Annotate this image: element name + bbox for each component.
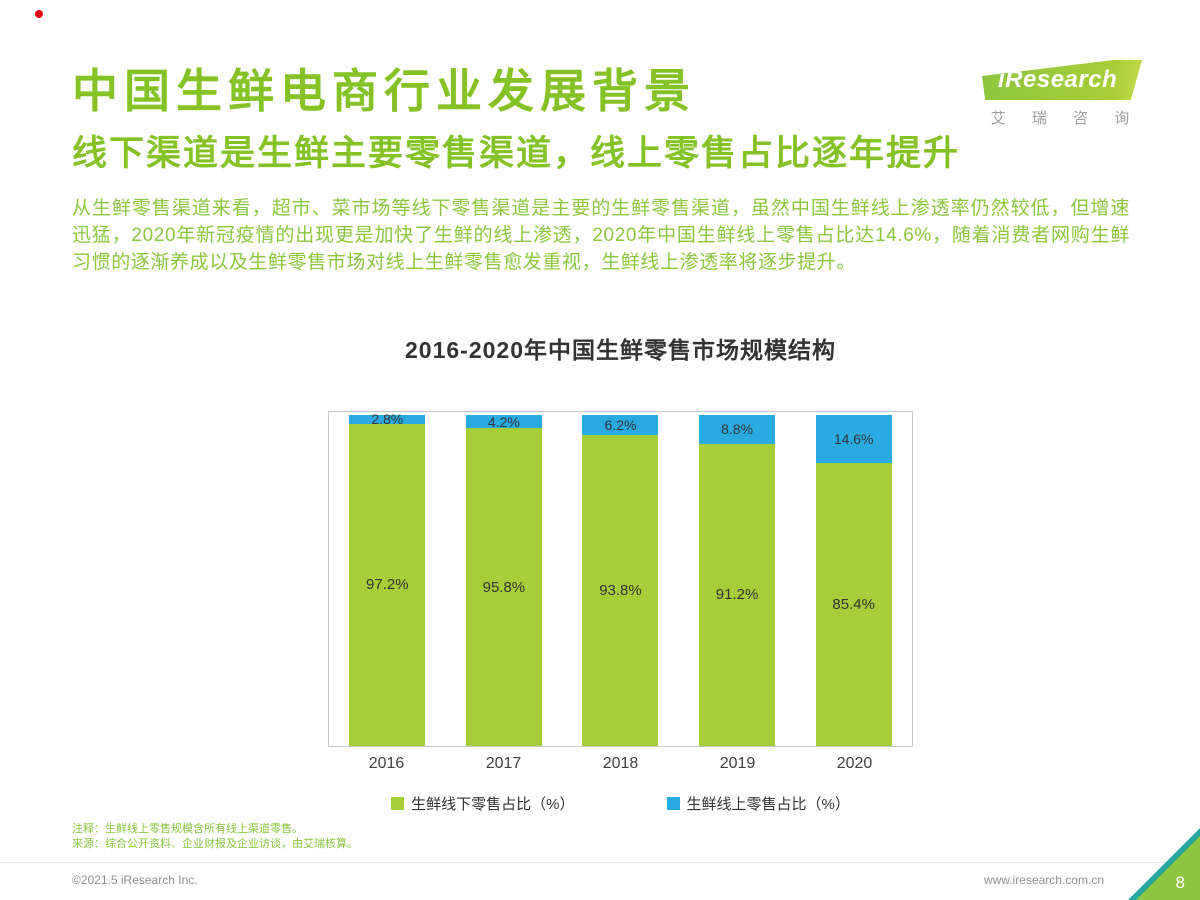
footnotes: 注释：生鲜线上零售规模含所有线上渠道零售。 来源：综合公开资料、企业财报及企业访… — [72, 822, 358, 852]
bar-value-label: 4.2% — [487, 413, 520, 430]
chart-legend: 生鲜线下零售占比（%） 生鲜线上零售占比（%） — [328, 793, 913, 814]
chart: 2016-2020年中国生鲜零售市场规模结构 2.8% 97.2% 4.2% 95.8… — [328, 331, 913, 814]
legend-swatch — [391, 796, 405, 810]
legend-item: 生鲜线下零售占比（%） — [391, 793, 575, 814]
seg-online-segment: 6.2% — [582, 414, 659, 436]
footnote-source: 来源：综合公开资料、企业财报及企业访谈，由艾瑞核算。 — [72, 838, 358, 850]
legend-swatch — [666, 796, 680, 810]
bar-2016: 2.8% 97.2% — [329, 411, 446, 746]
seg-offline-segment: 93.8% — [582, 435, 659, 746]
x-axis-label: 2016 — [368, 754, 405, 772]
x-axis-label: 2017 — [485, 754, 522, 772]
legend-label: 生鲜线下零售占比（%） — [411, 795, 575, 813]
bar-2020: 14.6% 85.4% — [795, 412, 912, 746]
bar-2017: 4.2% 95.8% — [446, 412, 563, 746]
page-subtitle: 线下渠道是生鲜主要零售渠道，线上零售占比逐年提升 — [72, 133, 961, 173]
footer-divider — [0, 862, 1200, 863]
legend-label: 生鲜线上零售占比（%） — [686, 795, 850, 813]
iresearch-logo-banner: iResearch — [982, 60, 1142, 100]
seg-offline-segment: 97.2% — [349, 423, 426, 746]
bar-value-label: 95.8% — [482, 578, 526, 596]
footnote-annotation: 注释：生鲜线上零售规模含所有线上渠道零售。 — [72, 823, 303, 835]
seg-offline-segment: 85.4% — [815, 462, 892, 746]
footer-copyright: ©2021.5 iResearch Inc. — [72, 873, 198, 887]
body-paragraph: 从生鲜零售渠道来看，超市、菜市场等线下零售渠道是主要的生鲜零售渠道，虽然中国生鲜… — [72, 197, 1130, 273]
seg-online-segment: 2.8% — [349, 411, 426, 427]
x-axis-label: 2019 — [719, 754, 756, 772]
seg-online-segment: 4.2% — [465, 413, 542, 430]
seg-online-segment: 8.8% — [699, 414, 776, 444]
x-axis-label: 2020 — [836, 754, 873, 772]
seg-online-segment: 14.6% — [815, 414, 892, 463]
bar-value-label: 93.8% — [599, 581, 642, 599]
iresearch-logo-text: iResearch — [998, 66, 1118, 93]
seg-offline-segment: 91.2% — [699, 443, 776, 746]
red-dot-mark — [35, 10, 43, 18]
stacked-bar: 14.6% 85.4% — [815, 414, 892, 746]
content-area: 中国生鲜电商行业发展背景 线下渠道是生鲜主要零售渠道，线上零售占比逐年提升 从生… — [72, 65, 1130, 814]
bar-value-label: 6.2% — [604, 416, 637, 433]
iresearch-logo: iResearch 艾 瑞 咨 询 — [982, 60, 1142, 128]
chart-plot: 2.8% 97.2% 4.2% 95.8% 6.2% 93.8% 8.8% 91.2% 14.6… — [328, 410, 913, 747]
bar-value-label: 2.8% — [371, 411, 404, 428]
bar-2019: 8.8% 91.2% — [679, 412, 796, 746]
corner-accent-green — [1136, 836, 1200, 900]
bar-value-label: 85.4% — [832, 595, 875, 613]
page-number: 8 — [1175, 873, 1185, 892]
stacked-bar: 2.8% 97.2% — [349, 411, 426, 746]
chart-x-axis: 2016 2017 2018 2019 2020 — [328, 755, 913, 773]
bar-value-label: 97.2% — [366, 576, 409, 594]
footer-website: www.iresearch.com.cn — [983, 873, 1104, 887]
iresearch-logo-chinese: 艾 瑞 咨 询 — [990, 110, 1134, 127]
legend-item: 生鲜线上零售占比（%） — [666, 793, 850, 814]
bar-value-label: 91.2% — [715, 586, 759, 604]
stacked-bar: 6.2% 93.8% — [582, 414, 659, 746]
bar-value-label: 8.8% — [721, 421, 754, 438]
chart-title: 2016-2020年中国生鲜零售市场规模结构 — [405, 336, 836, 363]
x-axis-label: 2018 — [602, 754, 639, 772]
bar-2018: 6.2% 93.8% — [562, 412, 679, 746]
stacked-bar: 4.2% 95.8% — [465, 413, 542, 746]
seg-offline-segment: 95.8% — [465, 428, 542, 746]
page-title: 中国生鲜电商行业发展背景 — [72, 65, 696, 117]
stacked-bar: 8.8% 91.2% — [699, 414, 776, 746]
bar-value-label: 14.6% — [833, 430, 874, 447]
